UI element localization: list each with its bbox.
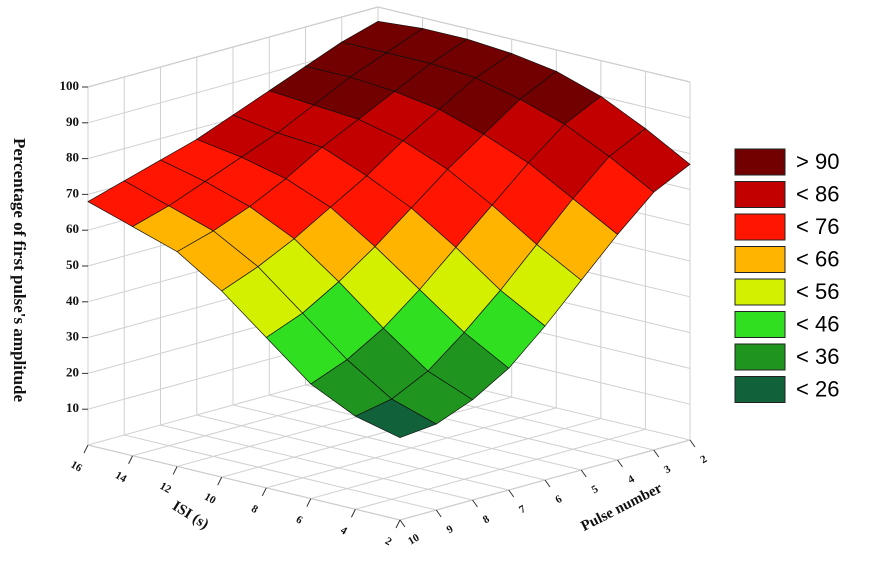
x-tick (544, 479, 551, 488)
z-tick-label: 20 (66, 364, 79, 379)
x-tick-label: 9 (445, 523, 456, 536)
surface-cell (354, 398, 438, 439)
y-tick-label: 14 (113, 469, 129, 485)
legend-swatch (734, 213, 786, 241)
z-axis-title: Percentage of first pulse's amplitude (10, 138, 29, 403)
y-axis-title: ISI (s) (169, 498, 211, 533)
surface (87, 20, 691, 439)
legend-label: < 86 (796, 181, 839, 206)
x-tick (435, 509, 442, 518)
x-tick (617, 459, 623, 468)
z-tick-label: 90 (66, 114, 79, 129)
legend-label: < 36 (796, 344, 839, 369)
legend-swatch (734, 343, 786, 371)
grid-line (232, 404, 546, 481)
y-tick-label: 10 (202, 491, 218, 507)
legend-label: > 90 (796, 149, 839, 174)
x-tick (689, 439, 696, 448)
x-tick-label: 7 (517, 503, 528, 516)
grid-line (266, 407, 557, 489)
legend-swatch (734, 181, 786, 208)
x-tick-label: 8 (481, 513, 492, 526)
y-tick (172, 466, 178, 475)
grid-line (269, 394, 582, 471)
legend-label: < 56 (796, 279, 839, 304)
y-tick (395, 519, 401, 529)
z-tick-label: 60 (66, 221, 79, 236)
x-tick (399, 519, 406, 528)
grid-line (196, 414, 509, 491)
legend-swatch (734, 148, 786, 176)
z-tick-label: 40 (66, 293, 79, 308)
z-tick-label: 80 (66, 150, 79, 165)
legend-label: < 46 (796, 311, 839, 336)
legend-label: < 76 (796, 214, 839, 239)
legend-swatch (734, 246, 786, 273)
legend-label: < 26 (796, 376, 839, 401)
x-tick-label: 3 (662, 463, 673, 476)
y-tick-label: 12 (158, 480, 174, 496)
y-tick-label: 16 (68, 459, 84, 475)
x-tick (508, 489, 515, 498)
y-tick-label: 4 (338, 524, 349, 537)
y-tick (350, 509, 356, 518)
x-tick-label: 4 (626, 473, 637, 486)
grid-line (87, 444, 401, 521)
x-tick-label: 2 (698, 453, 709, 466)
x-tick (472, 499, 478, 508)
legend: > 90 < 86 < 76 < 66 < 56 < 46 < 36 < 26 (734, 148, 839, 403)
grid-line (160, 424, 473, 501)
y-tick (217, 476, 223, 486)
x-tick-label: 5 (590, 483, 601, 496)
x-tick (580, 469, 587, 478)
z-tick-label: 30 (66, 329, 79, 344)
y-tick-label: 6 (294, 514, 305, 527)
y-tick (83, 444, 89, 454)
legend-swatch (734, 376, 786, 403)
z-tick-label: 70 (66, 185, 79, 200)
grid-line (221, 396, 512, 478)
legend-swatch (734, 311, 786, 338)
grid-line (124, 434, 437, 511)
x-tick-label: 6 (553, 493, 564, 506)
z-tick-label: 10 (66, 400, 79, 415)
legend-label: < 66 (796, 246, 839, 271)
z-tick-label: 100 (60, 78, 80, 93)
x-tick (653, 449, 660, 458)
y-tick-label: 2 (383, 535, 394, 548)
y-tick (306, 498, 312, 507)
x-tick-label: 10 (406, 531, 422, 547)
grid-line (377, 6, 691, 83)
z-tick-label: 50 (66, 257, 79, 272)
y-tick (128, 455, 134, 464)
y-tick (261, 487, 267, 497)
grid-line (310, 418, 601, 500)
grid-line (355, 428, 646, 510)
legend-swatch (734, 278, 786, 306)
y-tick-label: 8 (249, 503, 260, 516)
